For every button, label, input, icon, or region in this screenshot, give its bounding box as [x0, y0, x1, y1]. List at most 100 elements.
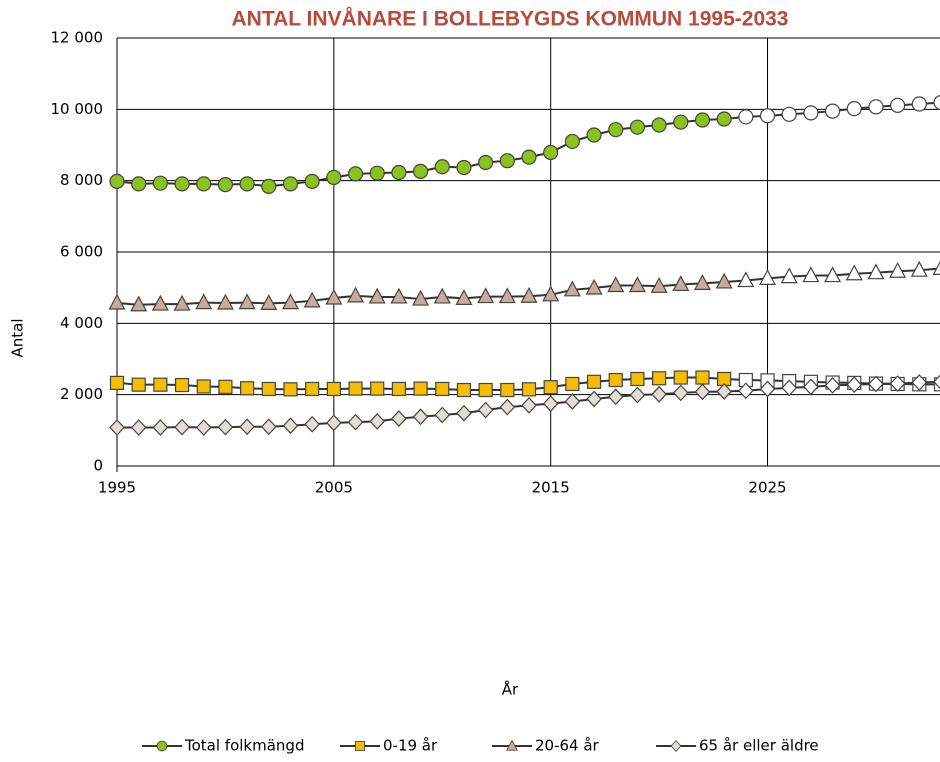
- marker: [586, 127, 602, 143]
- marker: [867, 263, 885, 280]
- marker: [455, 289, 473, 305]
- marker: [326, 414, 342, 432]
- marker: [607, 276, 625, 293]
- marker: [586, 374, 602, 389]
- marker: [435, 381, 450, 397]
- marker: [261, 381, 276, 397]
- marker: [759, 269, 777, 285]
- marker: [672, 275, 690, 292]
- marker: [670, 740, 682, 752]
- x-tick-label: 2015: [532, 479, 570, 497]
- marker: [672, 384, 689, 402]
- marker: [499, 153, 515, 169]
- marker: [456, 404, 472, 422]
- marker: [542, 395, 559, 412]
- y-tick-label: 6 000: [60, 243, 103, 261]
- marker: [911, 374, 928, 391]
- marker: [802, 266, 820, 283]
- marker: [651, 117, 667, 133]
- marker: [846, 376, 863, 394]
- marker: [824, 103, 841, 119]
- marker: [412, 408, 429, 426]
- marker: [196, 379, 211, 394]
- legend-item: 65 år eller äldre: [656, 737, 819, 755]
- y-tick-label: 4 000: [60, 314, 103, 332]
- marker: [890, 97, 906, 114]
- marker: [217, 418, 234, 436]
- marker: [694, 383, 711, 401]
- marker: [521, 382, 537, 397]
- marker: [368, 287, 386, 304]
- marker: [151, 294, 169, 311]
- marker: [477, 287, 495, 304]
- marker: [781, 379, 798, 397]
- marker: [326, 381, 341, 397]
- marker: [130, 295, 148, 312]
- marker: [716, 383, 732, 400]
- marker: [131, 176, 147, 192]
- marker: [585, 278, 603, 295]
- marker: [781, 106, 797, 122]
- marker: [347, 413, 364, 431]
- marker: [239, 176, 255, 192]
- marker: [283, 382, 298, 397]
- marker: [910, 260, 928, 277]
- marker: [608, 372, 623, 388]
- marker: [506, 739, 518, 751]
- marker: [716, 111, 732, 127]
- marker: [261, 178, 277, 194]
- marker: [695, 370, 710, 385]
- marker: [281, 293, 299, 310]
- legend-item: Total folkmängd: [142, 737, 304, 755]
- marker: [738, 382, 754, 400]
- marker: [217, 176, 234, 193]
- marker: [521, 396, 537, 414]
- marker: [304, 415, 320, 433]
- marker: [693, 274, 711, 290]
- marker: [130, 419, 147, 436]
- marker: [108, 293, 126, 310]
- marker: [543, 380, 558, 395]
- chart-title: ANTAL INVÅNARE I BOLLEBYGDS KOMMUN 1995-…: [232, 7, 789, 31]
- marker: [369, 165, 385, 181]
- marker: [238, 293, 256, 310]
- marker: [520, 286, 538, 303]
- marker: [651, 385, 667, 403]
- marker: [347, 286, 365, 303]
- marker: [326, 169, 342, 186]
- marker: [391, 381, 406, 397]
- marker: [260, 418, 277, 436]
- plot: [108, 95, 940, 436]
- marker: [868, 99, 884, 115]
- marker: [630, 371, 645, 387]
- marker: [260, 294, 278, 310]
- x-axis-label: År: [502, 680, 519, 699]
- y-tick-label: 0: [93, 457, 103, 475]
- marker: [390, 287, 408, 304]
- marker: [803, 378, 819, 396]
- marker: [500, 382, 515, 398]
- x-tick-label: 2005: [315, 479, 353, 497]
- marker: [348, 381, 363, 396]
- marker: [456, 382, 472, 398]
- marker: [325, 288, 343, 305]
- marker: [911, 96, 927, 112]
- marker: [195, 419, 212, 436]
- marker: [543, 144, 559, 161]
- marker: [355, 741, 365, 751]
- marker: [477, 401, 494, 419]
- marker: [152, 419, 169, 436]
- marker: [846, 101, 862, 117]
- marker: [433, 287, 451, 304]
- marker: [499, 398, 516, 416]
- marker: [239, 418, 255, 436]
- marker: [347, 166, 364, 182]
- marker: [715, 272, 733, 289]
- marker: [629, 119, 646, 135]
- marker: [195, 293, 213, 310]
- marker: [673, 114, 689, 130]
- legend-item: 20-64 år: [492, 737, 600, 755]
- marker: [218, 379, 233, 394]
- marker: [933, 374, 940, 390]
- marker: [803, 105, 819, 121]
